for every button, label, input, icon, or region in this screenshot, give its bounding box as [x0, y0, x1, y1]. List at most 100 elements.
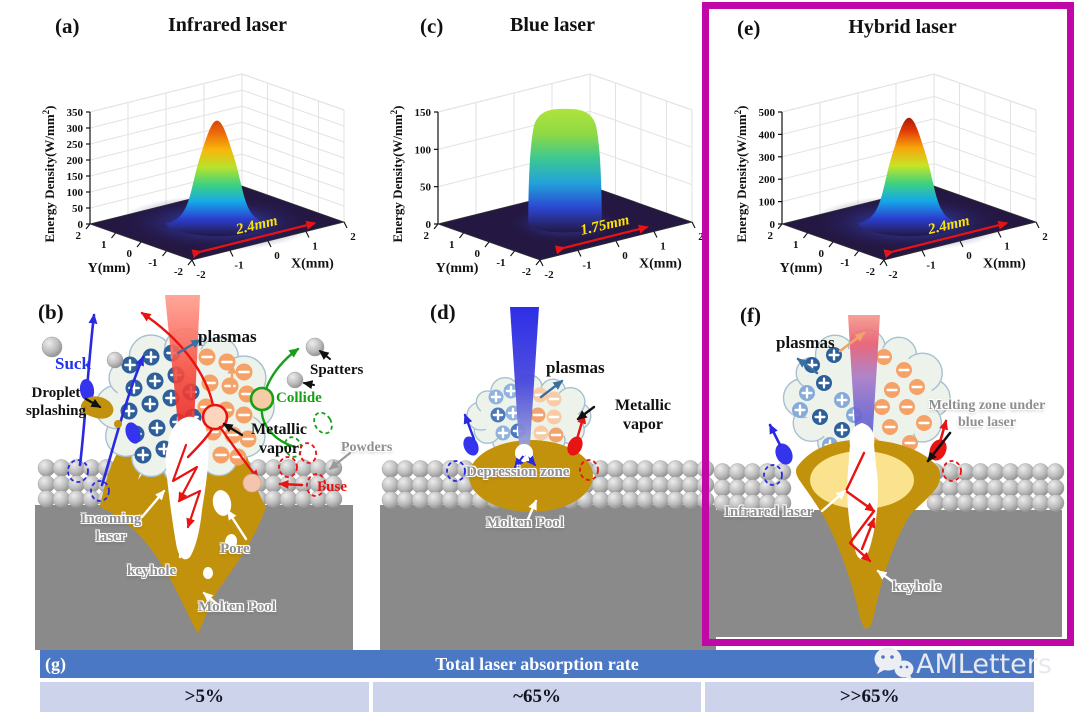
label-fuse: Fuse — [317, 479, 347, 495]
svg-text:100: 100 — [67, 187, 84, 199]
svg-text:300: 300 — [67, 123, 84, 135]
svg-text:0: 0 — [819, 248, 825, 260]
svg-text:100: 100 — [415, 144, 432, 156]
svg-text:2: 2 — [768, 230, 774, 242]
label-droplet-splashing: Droplet splashing — [25, 385, 87, 419]
svg-text:350: 350 — [67, 107, 84, 119]
svg-text:-2: -2 — [888, 269, 898, 281]
absorption-infrared: >5% — [40, 682, 369, 712]
svg-text:1: 1 — [793, 239, 799, 251]
svg-text:Y(mm): Y(mm) — [88, 261, 131, 276]
svg-text:50: 50 — [420, 182, 432, 194]
label-spatters: Spatters — [310, 362, 364, 378]
absorption-blue: ~65% — [372, 682, 702, 712]
svg-text:-1: -1 — [840, 257, 849, 269]
label-plasmas-f: plasmas — [776, 333, 835, 352]
svg-text:200: 200 — [67, 155, 84, 167]
svg-text:-1: -1 — [926, 260, 935, 272]
svg-text:1: 1 — [1004, 241, 1010, 253]
svg-text:-1: -1 — [148, 257, 157, 269]
label-molten-pool-d: Molten Pool — [486, 515, 564, 531]
label-keyhole-b: keyhole — [127, 563, 177, 579]
svg-text:150: 150 — [67, 171, 84, 183]
diagram-infrared-laser — [35, 295, 353, 650]
svg-text:1: 1 — [449, 239, 455, 251]
svg-text:100: 100 — [759, 197, 776, 209]
svg-text:50: 50 — [72, 203, 84, 215]
label-metallic-vapor-b: Metallic vapor — [251, 421, 307, 458]
svg-text:-2: -2 — [866, 266, 876, 278]
svg-text:0: 0 — [966, 250, 972, 262]
svg-text:Energy Density(W/mm2): Energy Density(W/mm2) — [41, 105, 57, 242]
svg-text:0: 0 — [274, 250, 280, 262]
diagram-blue-laser — [380, 307, 716, 650]
label-plasmas-b: plasmas — [198, 327, 257, 346]
svg-text:-1: -1 — [582, 260, 591, 272]
svg-text:-2: -2 — [174, 266, 184, 278]
svg-text:0: 0 — [622, 250, 628, 262]
svg-text:0: 0 — [78, 219, 84, 231]
svg-text:Energy Density(W/mm2): Energy Density(W/mm2) — [733, 105, 749, 242]
panel-a-letter: (a) — [55, 14, 80, 38]
svg-text:X(mm): X(mm) — [639, 256, 682, 271]
svg-text:0: 0 — [127, 248, 133, 260]
surface-plot-infrared: 0 50 100 150 200 250 300 350 -2 -1 0 1 2 2 1 0 -1 -2 X(mm)… — [41, 73, 356, 281]
surface-plot-blue: 0 50 100 150 -2 -1 0 1 2 2 1 0 -1 -2 X(mm) Y(mm) Energy … — [389, 73, 704, 281]
svg-text:X(mm): X(mm) — [291, 256, 334, 271]
label-melting-zone: Melting zone under blue laser — [928, 398, 1046, 430]
svg-text:X(mm): X(mm) — [983, 256, 1026, 271]
svg-text:-2: -2 — [544, 269, 554, 281]
label-collide: Collide — [276, 390, 322, 406]
label-suck: Suck — [55, 354, 91, 373]
panel-a-title: Infrared laser — [167, 14, 288, 36]
svg-text:Energy Density(W/mm2): Energy Density(W/mm2) — [389, 105, 405, 242]
label-metallic-vapor-d: Metallic vapor — [615, 397, 671, 434]
svg-text:-1: -1 — [496, 257, 505, 269]
svg-text:2: 2 — [76, 230, 82, 242]
svg-text:Y(mm): Y(mm) — [436, 261, 479, 276]
label-infrared-laser: Infrared laser — [724, 504, 814, 520]
svg-text:300: 300 — [759, 152, 776, 164]
panel-e-title: Hybrid laser — [848, 16, 957, 38]
svg-text:-2: -2 — [196, 269, 206, 281]
svg-text:1: 1 — [312, 241, 318, 253]
absorption-hybrid: >>65% — [705, 682, 1035, 712]
panel-g-letter: (g) — [45, 654, 66, 674]
svg-text:Y(mm): Y(mm) — [780, 261, 823, 276]
svg-text:2: 2 — [698, 231, 704, 243]
svg-text:150: 150 — [415, 107, 432, 119]
label-plasmas-d: plasmas — [546, 358, 605, 377]
svg-text:1: 1 — [660, 241, 666, 253]
svg-text:500: 500 — [759, 107, 776, 119]
wechat-icon — [874, 647, 914, 681]
svg-text:2: 2 — [350, 231, 356, 243]
panel-b-letter: (b) — [38, 300, 64, 324]
label-molten-pool-b: Molten Pool — [198, 599, 276, 615]
svg-text:400: 400 — [759, 129, 776, 141]
table-row: >5% ~65% >>65% — [40, 682, 1035, 712]
svg-text:2: 2 — [424, 230, 430, 242]
panel-f-letter: (f) — [740, 303, 761, 327]
svg-text:0: 0 — [426, 219, 432, 231]
panel-c-title: Blue laser — [510, 14, 595, 36]
panel-d-letter: (d) — [430, 300, 456, 324]
table-header: (g) Total laser absorption rate — [40, 650, 1034, 678]
svg-text:-1: -1 — [234, 260, 243, 272]
svg-text:250: 250 — [67, 139, 84, 151]
label-incoming-laser: Incoming laser — [80, 511, 142, 545]
svg-text:0: 0 — [770, 219, 776, 231]
svg-text:-2: -2 — [522, 266, 532, 278]
diagram-hybrid-laser — [713, 315, 1065, 637]
surface-plot-hybrid: 0 100 200 300 400 500 -2 -1 0 1 2 2 1 0 -1 -2 X(mm) Y(mm)… — [733, 73, 1048, 281]
svg-text:200: 200 — [759, 174, 776, 186]
watermark: AMLetters — [872, 645, 1052, 683]
label-powders: Powders — [341, 440, 393, 455]
panel-e-letter: (e) — [737, 16, 761, 40]
svg-text:1: 1 — [101, 239, 107, 251]
panel-c-letter: (c) — [420, 14, 444, 38]
label-depression-zone: Depression zone — [466, 464, 570, 480]
svg-text:2: 2 — [1042, 231, 1048, 243]
label-keyhole-f: keyhole — [892, 579, 942, 595]
svg-text:0: 0 — [475, 248, 481, 260]
